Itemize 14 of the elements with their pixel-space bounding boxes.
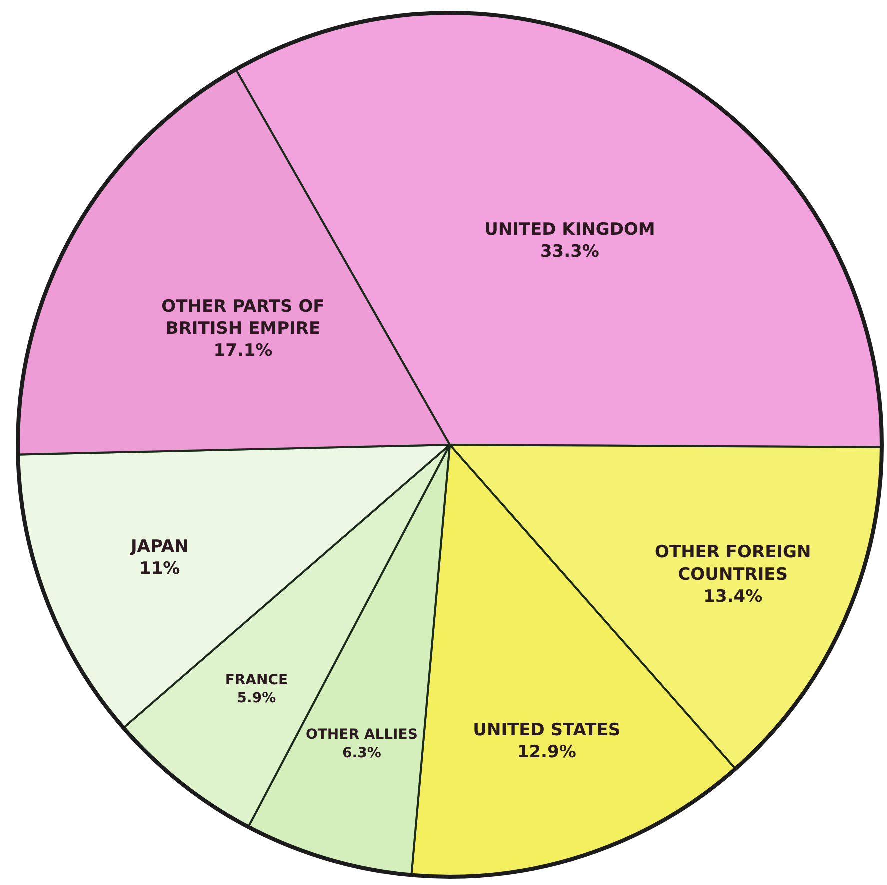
data-label: 11% <box>140 559 180 580</box>
slice-label: UNITED STATES <box>473 720 621 740</box>
slice-label: OTHER ALLIES <box>306 727 418 744</box>
slice-label: OTHER PARTS OF BRITISH EMPIRE <box>162 296 325 339</box>
slice-label: FRANCE <box>225 672 288 688</box>
data-label: 6.3% <box>342 745 382 762</box>
slice-label: JAPAN <box>130 536 189 557</box>
data-label: 13.4% <box>704 586 763 607</box>
data-label: 17.1% <box>214 341 273 362</box>
slice-label: OTHER FOREIGN COUNTRIES <box>655 542 812 585</box>
data-label: 5.9% <box>237 690 276 707</box>
data-label: 12.9% <box>517 742 576 763</box>
slice-label: UNITED KINGDOM <box>484 220 656 240</box>
data-label: 33.3% <box>540 242 600 262</box>
